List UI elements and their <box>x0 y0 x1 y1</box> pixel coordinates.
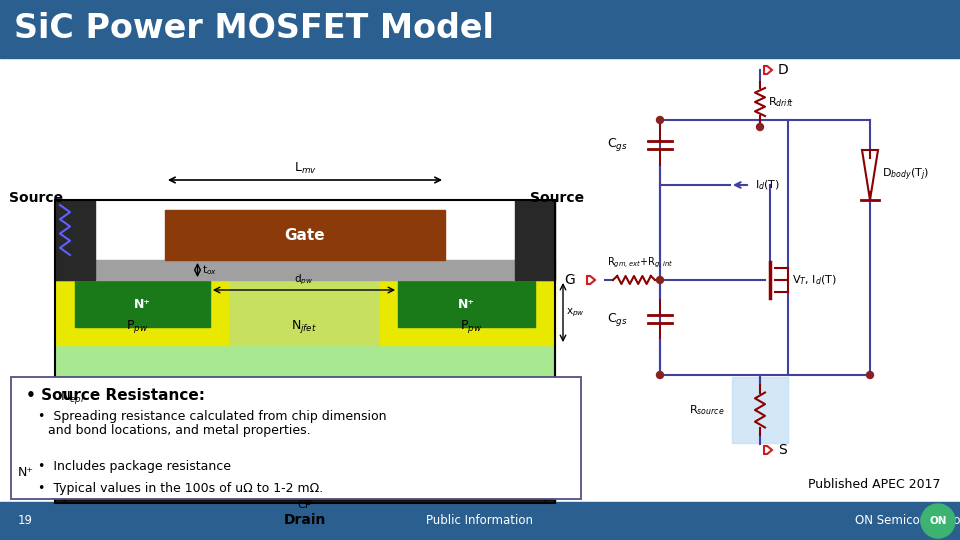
Text: d$_{pw}$: d$_{pw}$ <box>295 273 314 287</box>
Text: P$_{pw}$: P$_{pw}$ <box>127 318 149 335</box>
Text: Source: Source <box>9 191 63 205</box>
FancyBboxPatch shape <box>11 377 581 499</box>
Bar <box>55 495 555 503</box>
Circle shape <box>867 372 874 379</box>
Text: Source: Source <box>530 191 584 205</box>
Text: Drain: Drain <box>284 513 326 527</box>
Text: P$_{pw}$: P$_{pw}$ <box>460 318 483 335</box>
Text: N⁺: N⁺ <box>458 299 475 312</box>
Text: G: G <box>564 273 575 287</box>
Bar <box>515 200 555 280</box>
Circle shape <box>756 124 763 131</box>
Text: ON: ON <box>929 516 947 526</box>
Text: •  Includes package resistance: • Includes package resistance <box>38 460 231 473</box>
Bar <box>378 280 555 345</box>
Text: N$_{epi}$: N$_{epi}$ <box>60 389 84 406</box>
Text: CP: CP <box>298 500 312 510</box>
Text: 19: 19 <box>18 515 33 528</box>
Text: SiC Power MOSFET Model: SiC Power MOSFET Model <box>14 12 493 45</box>
Text: R$_{drift}$: R$_{drift}$ <box>768 95 794 109</box>
Text: V$_T$, I$_d$(T): V$_T$, I$_d$(T) <box>792 273 837 287</box>
Text: •  Spreading resistance calculated from chip dimension: • Spreading resistance calculated from c… <box>38 410 387 423</box>
Bar <box>75 280 210 327</box>
Text: x$_{pw}$: x$_{pw}$ <box>566 306 585 319</box>
Text: D: D <box>778 63 789 77</box>
Text: •  Typical values in the 100s of uΩ to 1-2 mΩ.: • Typical values in the 100s of uΩ to 1-… <box>38 482 324 495</box>
Text: Published APEC 2017: Published APEC 2017 <box>807 478 940 491</box>
Polygon shape <box>862 150 878 200</box>
Bar <box>398 280 535 327</box>
Circle shape <box>657 372 663 379</box>
Text: C$_{gs}$: C$_{gs}$ <box>608 137 628 153</box>
Bar <box>732 377 788 443</box>
Text: I$_d$(T): I$_d$(T) <box>755 178 780 192</box>
Bar <box>55 280 230 345</box>
Text: Public Information: Public Information <box>426 515 534 528</box>
Bar <box>55 450 555 495</box>
Circle shape <box>657 276 663 284</box>
Bar <box>0 0 960 58</box>
Bar <box>55 200 555 503</box>
Bar <box>55 200 95 280</box>
Bar <box>230 280 378 345</box>
Circle shape <box>657 117 663 124</box>
Text: ON Semiconductor®: ON Semiconductor® <box>855 515 960 528</box>
Bar <box>165 210 445 260</box>
Text: • Source Resistance:: • Source Resistance: <box>26 388 205 403</box>
Text: S: S <box>778 443 787 457</box>
Text: R$_{source}$: R$_{source}$ <box>688 403 724 417</box>
Text: L$_{mv}$: L$_{mv}$ <box>294 161 317 176</box>
Text: N⁺: N⁺ <box>134 299 151 312</box>
Text: and bond locations, and metal properties.: and bond locations, and metal properties… <box>48 424 311 437</box>
Circle shape <box>921 504 955 538</box>
Text: D$_{body}$(T$_j$): D$_{body}$(T$_j$) <box>882 167 929 183</box>
Text: R$_{gm,ext}$+R$_{g,int}$: R$_{gm,ext}$+R$_{g,int}$ <box>607 255 673 270</box>
Bar <box>55 345 555 450</box>
Bar <box>55 260 555 280</box>
Text: N$_{jfet}$: N$_{jfet}$ <box>291 318 317 335</box>
Text: C$_{gs}$: C$_{gs}$ <box>608 310 628 327</box>
Bar <box>0 502 960 540</box>
Text: t$_{ox}$: t$_{ox}$ <box>203 263 218 277</box>
Text: N⁺: N⁺ <box>18 466 34 479</box>
Text: Gate: Gate <box>285 227 325 242</box>
